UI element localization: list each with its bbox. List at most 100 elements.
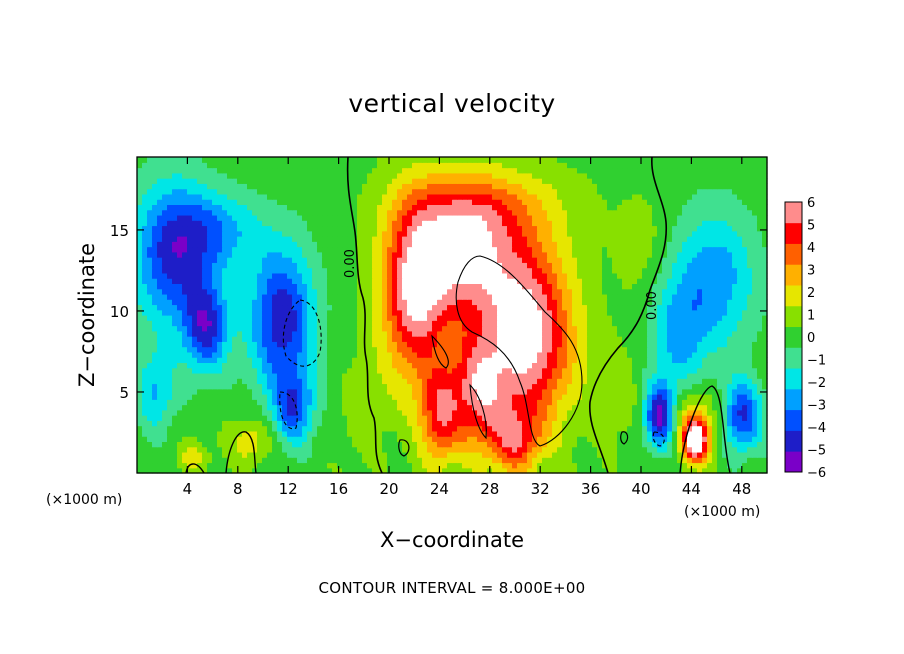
heat-cell bbox=[612, 304, 618, 311]
heat-cell bbox=[632, 293, 638, 300]
heat-cell bbox=[747, 409, 753, 416]
heat-cell bbox=[492, 351, 498, 358]
heat-cell bbox=[202, 346, 208, 353]
heat-cell bbox=[712, 309, 718, 316]
heat-cell bbox=[642, 451, 648, 458]
heat-cell bbox=[377, 404, 383, 411]
heat-cell bbox=[502, 451, 508, 458]
heat-cell bbox=[552, 451, 558, 458]
heat-cell bbox=[322, 288, 328, 295]
heat-cell bbox=[727, 441, 733, 448]
heat-cell bbox=[142, 299, 148, 306]
heat-cell bbox=[722, 351, 728, 358]
heat-cell bbox=[312, 351, 318, 358]
heat-cell bbox=[227, 415, 233, 421]
heat-cell bbox=[667, 336, 673, 342]
heat-cell bbox=[222, 304, 228, 311]
heat-cell bbox=[162, 436, 168, 442]
heat-cell bbox=[592, 420, 598, 427]
heat-cell bbox=[177, 299, 183, 306]
heat-cell bbox=[302, 362, 308, 369]
heat-cell bbox=[447, 415, 453, 421]
heat-cell bbox=[422, 430, 428, 437]
heat-cell bbox=[312, 415, 318, 421]
heat-cell bbox=[512, 467, 518, 474]
heat-cell bbox=[372, 341, 378, 348]
heat-cell bbox=[422, 357, 428, 363]
heat-cell bbox=[267, 451, 273, 458]
heat-cell bbox=[722, 288, 728, 295]
heat-cell bbox=[752, 351, 758, 358]
heat-cell bbox=[237, 404, 243, 411]
heat-cell bbox=[602, 404, 608, 411]
heat-cell bbox=[732, 425, 738, 432]
heat-cell bbox=[652, 325, 658, 332]
heat-cell bbox=[242, 420, 248, 427]
heat-cell bbox=[257, 404, 263, 411]
heat-cell bbox=[152, 315, 158, 321]
heat-cell bbox=[602, 341, 608, 348]
heat-cell bbox=[417, 425, 423, 432]
heat-cell bbox=[697, 346, 703, 353]
heat-cell bbox=[167, 415, 173, 421]
heat-cell bbox=[452, 309, 458, 316]
heat-cell bbox=[257, 388, 263, 395]
heat-cell bbox=[162, 394, 168, 400]
heat-cell bbox=[177, 436, 183, 442]
heat-cell bbox=[682, 467, 688, 474]
heat-cell bbox=[727, 451, 733, 458]
heat-cell bbox=[702, 462, 708, 469]
heat-cell bbox=[547, 415, 553, 421]
heat-cell bbox=[417, 388, 423, 395]
heat-cell bbox=[282, 467, 288, 474]
heat-cell bbox=[592, 288, 598, 295]
heat-cell bbox=[387, 351, 393, 358]
heat-cell bbox=[677, 462, 683, 469]
heat-cell bbox=[517, 430, 523, 437]
heat-cell bbox=[472, 446, 478, 453]
heat-cell bbox=[387, 404, 393, 411]
heat-cell bbox=[237, 262, 243, 269]
heat-cell bbox=[657, 467, 663, 474]
heat-cell bbox=[312, 272, 318, 279]
heat-cell bbox=[592, 399, 598, 406]
heat-cell bbox=[642, 309, 648, 316]
heat-cell bbox=[492, 320, 498, 327]
heat-cell bbox=[717, 293, 723, 300]
heat-cell bbox=[522, 293, 528, 300]
heat-cell bbox=[467, 462, 473, 469]
heat-cell bbox=[592, 436, 598, 442]
heat-cell bbox=[642, 404, 648, 411]
heat-cell bbox=[222, 351, 228, 358]
heat-cell bbox=[337, 341, 343, 348]
heat-cell bbox=[662, 351, 668, 358]
heat-cell bbox=[762, 278, 768, 284]
heat-cell bbox=[317, 288, 323, 295]
heat-cell bbox=[327, 415, 333, 421]
heat-cell bbox=[477, 404, 483, 411]
heat-cell bbox=[292, 420, 298, 427]
heat-cell bbox=[512, 394, 518, 400]
heat-cell bbox=[682, 336, 688, 342]
heat-cell bbox=[247, 320, 253, 327]
heat-cell bbox=[477, 357, 483, 363]
heat-cell bbox=[547, 420, 553, 427]
heat-cell bbox=[742, 272, 748, 279]
heat-cell bbox=[277, 293, 283, 300]
heat-cell bbox=[752, 415, 758, 421]
heat-cell bbox=[367, 446, 373, 453]
heat-cell bbox=[192, 288, 198, 295]
heat-cell bbox=[162, 362, 168, 369]
heat-cell bbox=[622, 362, 628, 369]
heat-cell bbox=[432, 467, 438, 474]
heat-cell bbox=[672, 372, 678, 379]
heat-cell bbox=[142, 457, 148, 464]
heat-cell bbox=[612, 325, 618, 332]
heat-cell bbox=[407, 325, 413, 332]
heat-cell bbox=[222, 309, 228, 316]
heat-cell bbox=[647, 330, 653, 337]
heat-cell bbox=[192, 446, 198, 453]
heat-cell bbox=[257, 336, 263, 342]
heat-cell bbox=[377, 409, 383, 416]
heat-cell bbox=[237, 415, 243, 421]
